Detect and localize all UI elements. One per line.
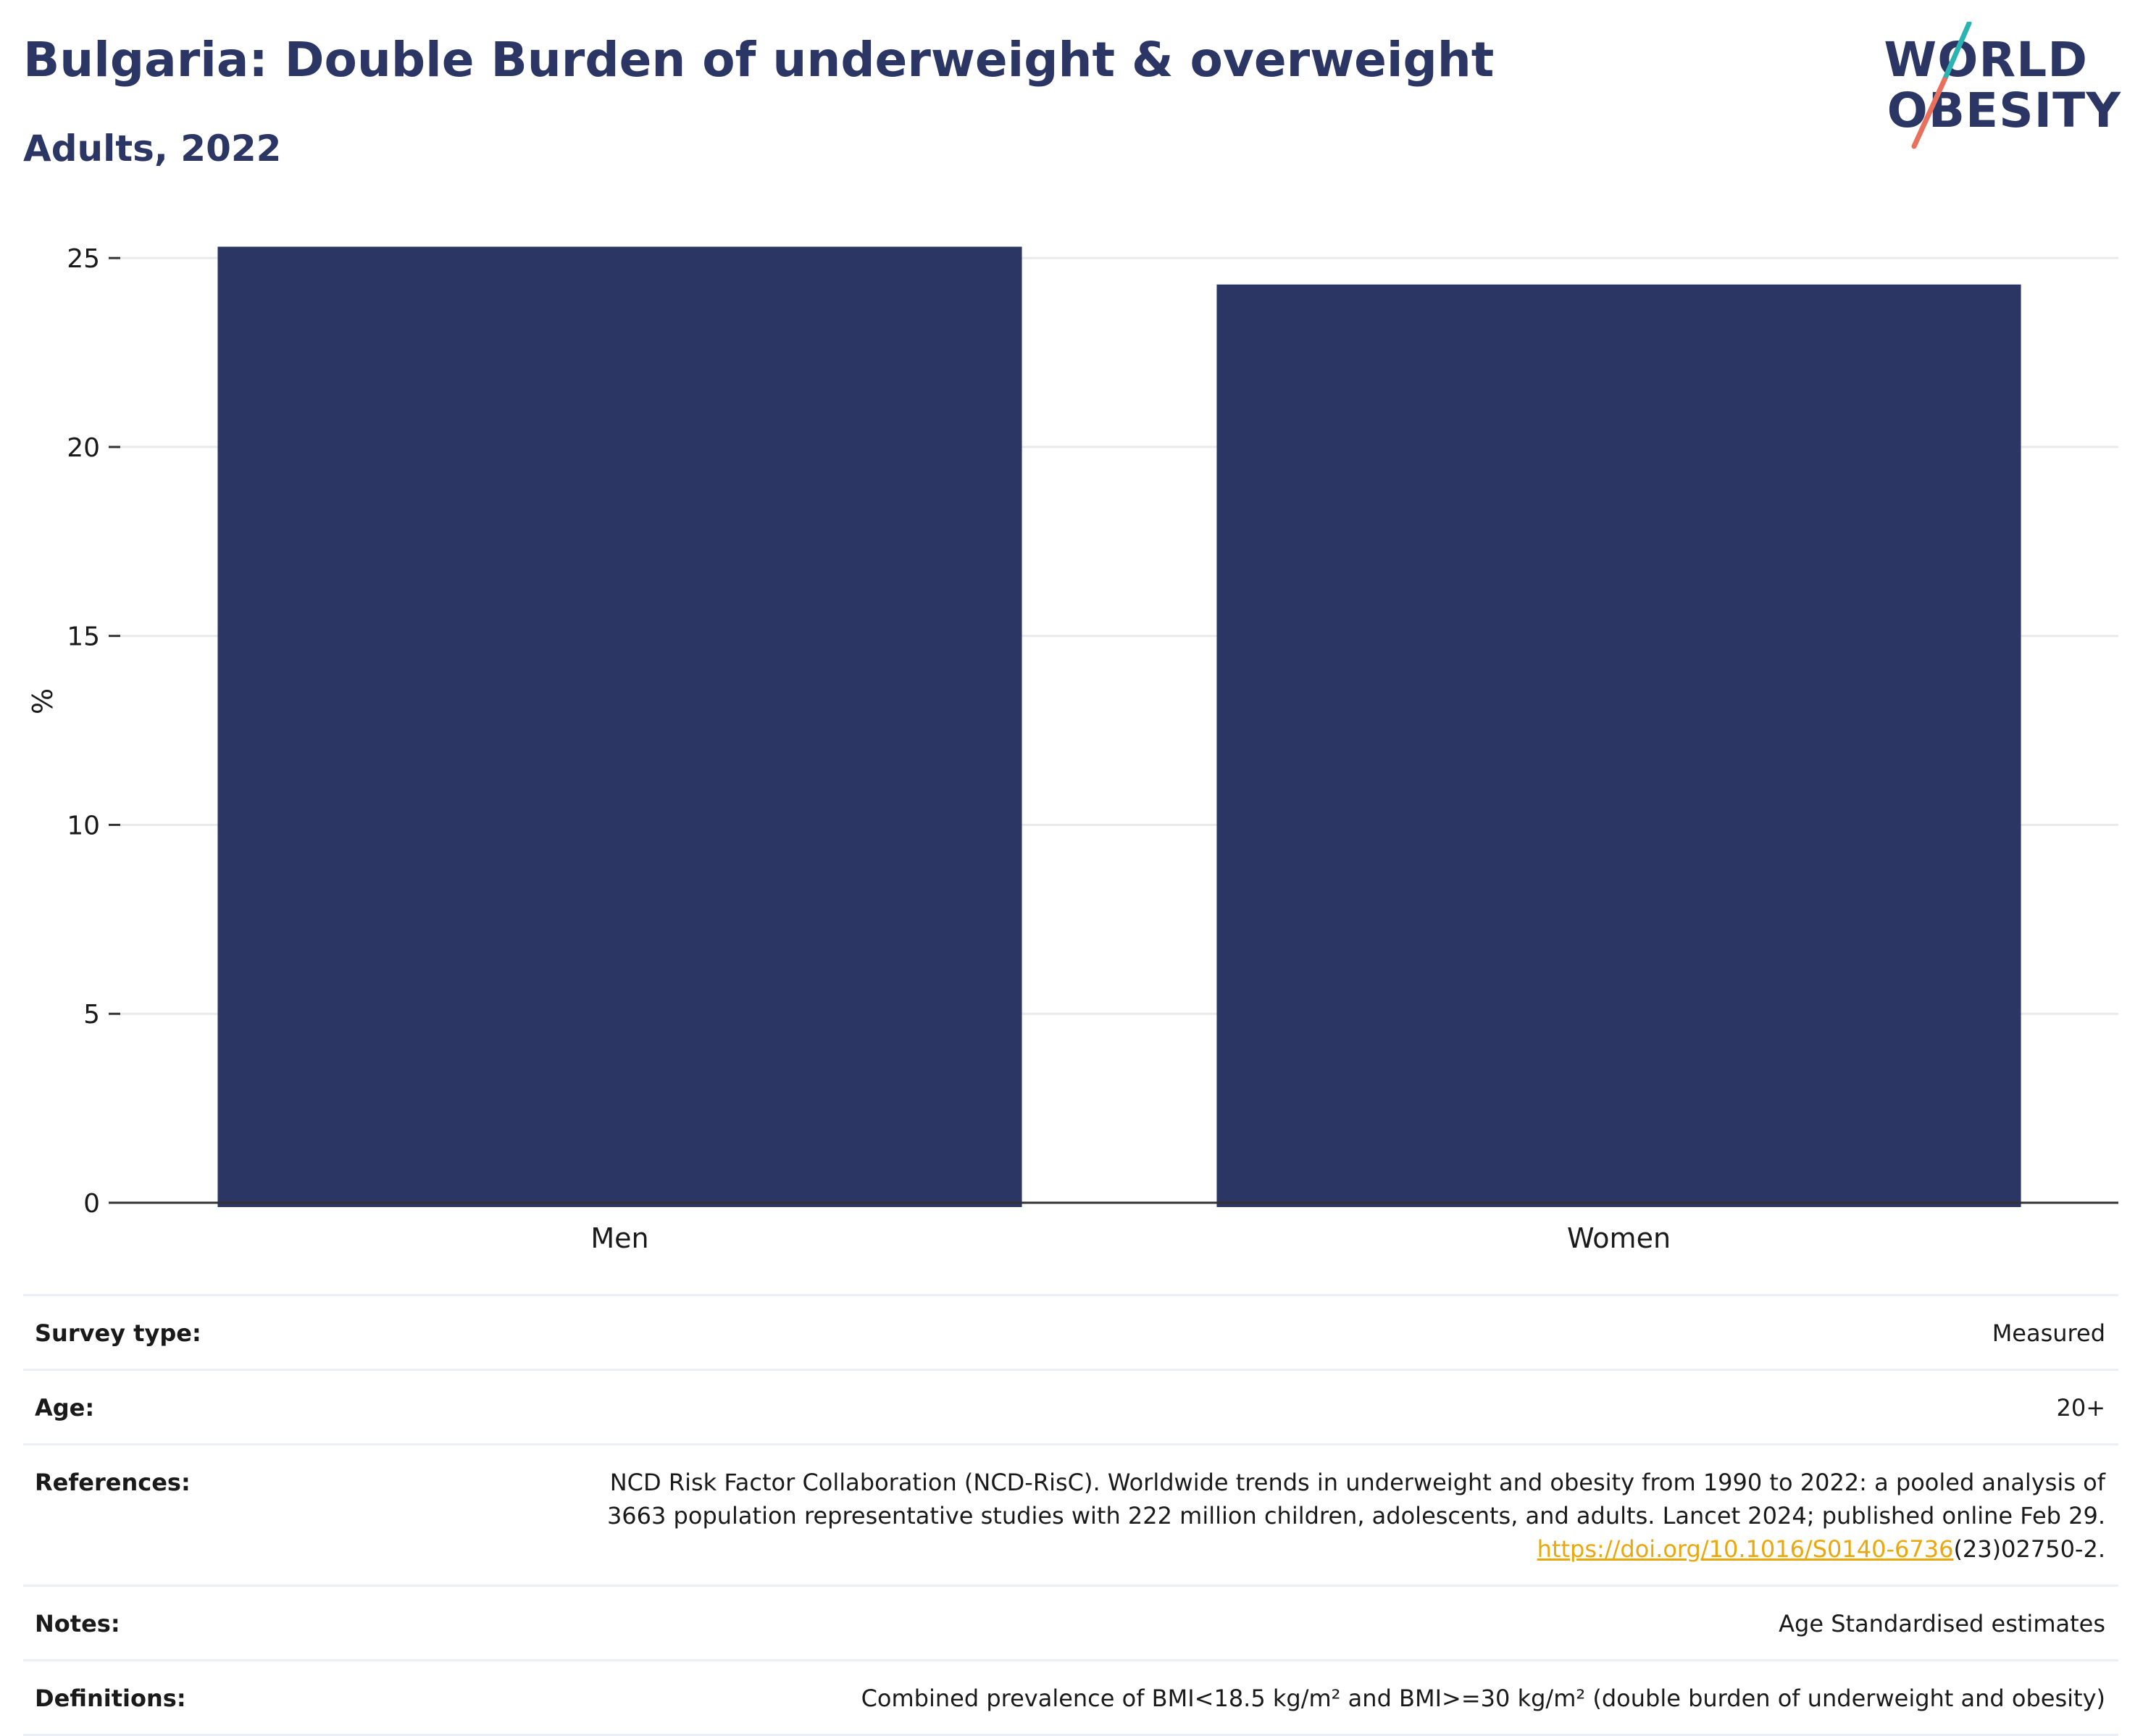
chart-subtitle: Adults, 2022 [23, 128, 282, 170]
bar-chart: 0 5 10 15 20 25 Men Women % [27, 244, 2118, 1254]
axis-ticks: 0 5 10 15 20 25 Men Women [67, 244, 1671, 1254]
y-axis-label: % [27, 688, 59, 714]
meta-value-references: NCD Risk Factor Collaboration (NCD-RisC)… [607, 1466, 2105, 1566]
logo-line-1: WORLD [1884, 32, 2088, 88]
meta-label: Definitions: [35, 1685, 186, 1712]
y-tick-label: 5 [83, 1000, 100, 1030]
meta-value: Age Standardised estimates [1779, 1610, 2105, 1637]
logo-slash-icon [1911, 22, 1972, 149]
y-tick-label: 15 [67, 622, 100, 652]
meta-label: Survey type: [35, 1319, 201, 1347]
metadata-table: Survey type: Measured Age: 20+ Reference… [23, 1294, 2118, 1736]
meta-value: 20+ [2056, 1394, 2105, 1422]
logo-line-2: OBESITY [1887, 83, 2121, 138]
x-tick-label: Women [1567, 1222, 1671, 1254]
y-tick-label: 20 [67, 433, 100, 463]
meta-label: References: [35, 1469, 191, 1496]
meta-row-references: References: NCD Risk Factor Collaboratio… [23, 1443, 2118, 1585]
meta-row-survey-type: Survey type: Measured [23, 1294, 2118, 1369]
meta-value: Measured [1992, 1319, 2105, 1347]
bars [217, 246, 2021, 1208]
y-tick-label: 25 [67, 244, 100, 274]
x-tick-label: Men [590, 1222, 648, 1254]
chart-title: Bulgaria: Double Burden of underweight &… [23, 32, 1495, 88]
reference-text-line-2: 3663 population representative studies w… [606, 1502, 2105, 1530]
world-obesity-logo: WORLD OBESITY [1884, 22, 2130, 152]
reference-doi-link[interactable]: https://doi.org/10.1016/S0140-6736 [1537, 1535, 1954, 1563]
bar-women [1216, 284, 2021, 1208]
bar-men [217, 246, 1022, 1207]
meta-row-notes: Notes: Age Standardised estimates [23, 1585, 2118, 1659]
meta-label: Notes: [35, 1610, 120, 1637]
y-tick-label: 10 [67, 811, 100, 840]
meta-row-definitions: Definitions: Combined prevalence of BMI<… [23, 1659, 2118, 1736]
meta-row-age: Age: 20+ [23, 1369, 2118, 1443]
y-tick-label: 0 [83, 1189, 100, 1219]
meta-value: Combined prevalence of BMI<18.5 kg/m² an… [861, 1685, 2105, 1712]
reference-doi-suffix: (23)02750-2. [1953, 1535, 2105, 1563]
meta-label: Age: [35, 1394, 95, 1422]
reference-text-line-1: NCD Risk Factor Collaboration (NCD-RisC)… [609, 1469, 2105, 1496]
